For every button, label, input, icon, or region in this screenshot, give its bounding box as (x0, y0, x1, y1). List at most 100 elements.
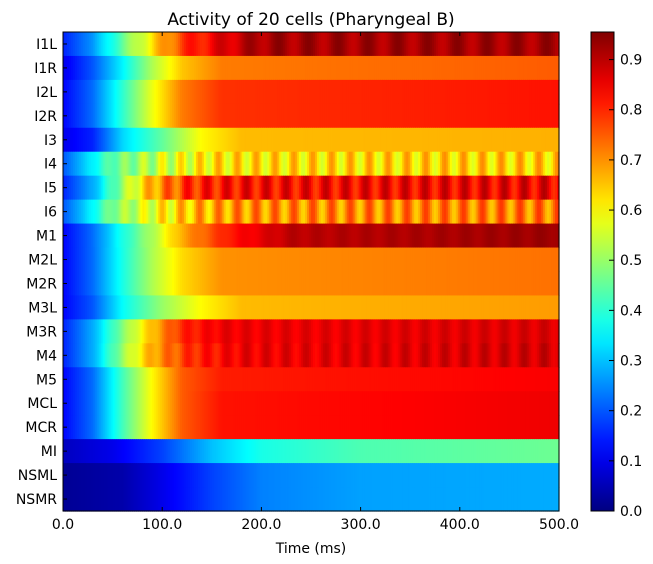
heatmap-cell (372, 127, 376, 153)
heatmap-cell (330, 55, 334, 81)
heatmap-cell (176, 223, 179, 249)
heatmap-cell (84, 271, 88, 297)
heatmap-cell (340, 32, 344, 57)
heatmap-cell (398, 175, 401, 201)
heatmap-cell (366, 55, 370, 81)
heatmap-cell (432, 295, 435, 320)
heatmap-cell (215, 223, 219, 249)
heatmap-cell (164, 343, 167, 368)
heatmap-cell (459, 439, 463, 464)
heatmap-cell (138, 439, 141, 464)
heatmap-cell (241, 463, 245, 488)
heatmap-cell (455, 343, 459, 368)
heatmap-cell (235, 439, 239, 464)
heatmap-cell (364, 463, 368, 488)
heatmap-cell (154, 487, 157, 512)
heatmap-cell (370, 32, 374, 57)
heatmap-cell (291, 415, 294, 440)
heatmap-cell (231, 247, 235, 273)
heatmap-cell (390, 151, 393, 177)
heatmap-cell (138, 343, 141, 368)
heatmap-cell (108, 367, 112, 392)
heatmap-cell (535, 439, 538, 464)
heatmap-cell (471, 271, 475, 297)
heatmap-cell (479, 199, 483, 225)
heatmap-cell (140, 319, 143, 344)
heatmap-cell (380, 127, 384, 153)
heatmap-cell (259, 127, 262, 153)
heatmap-cell (497, 151, 501, 177)
heatmap-cell (489, 343, 493, 368)
heatmap-cell (80, 391, 84, 416)
heatmap-cell (96, 367, 100, 392)
heatmap-cell (394, 32, 397, 57)
heatmap-cell (362, 439, 366, 464)
heatmap-cell (144, 199, 147, 225)
heatmap-cell (193, 127, 197, 153)
heatmap-cell (263, 343, 266, 368)
heatmap-cell (233, 175, 237, 201)
heatmap-cell (124, 415, 128, 440)
heatmap-cell (511, 55, 514, 81)
heatmap-cell (197, 391, 201, 416)
heatmap-cell (330, 319, 334, 344)
heatmap-cell (94, 295, 98, 320)
heatmap-cell (402, 103, 405, 129)
heatmap-cell (76, 103, 80, 129)
heatmap-cell (201, 103, 205, 129)
heatmap-cell (547, 103, 550, 129)
heatmap-cell (257, 103, 261, 129)
heatmap-cell (445, 391, 449, 416)
heatmap-cell (124, 79, 128, 105)
heatmap-cell (545, 271, 548, 297)
heatmap-cell (396, 127, 399, 153)
heatmap-cell (366, 199, 370, 225)
heatmap-cell (400, 295, 403, 320)
heatmap-cell (305, 343, 308, 368)
heatmap-cell (501, 223, 505, 249)
heatmap-cell (553, 463, 556, 488)
heatmap-cell (233, 151, 237, 177)
heatmap-cell (205, 127, 209, 153)
heatmap-cell (364, 415, 368, 440)
heatmap-cell (311, 32, 314, 57)
heatmap-cell (170, 79, 173, 105)
heatmap-cell (366, 151, 370, 177)
heatmap-cell (513, 32, 516, 57)
heatmap-cell (435, 367, 439, 392)
heatmap-cell (386, 439, 389, 464)
heatmap-cell (437, 151, 441, 177)
heatmap-cell (307, 391, 310, 416)
heatmap-cell (318, 271, 322, 297)
heatmap-cell (116, 415, 120, 440)
heatmap-cell (128, 127, 132, 153)
heatmap-cell (422, 463, 425, 488)
heatmap-cell (114, 223, 118, 249)
heatmap-cell (481, 271, 485, 297)
heatmap-cell (124, 199, 128, 225)
heatmap-cell (322, 343, 326, 368)
heatmap-cell (84, 151, 88, 177)
heatmap-cell (211, 103, 215, 129)
heatmap-cell (491, 55, 495, 81)
heatmap-cell (281, 223, 284, 249)
heatmap-cell (82, 247, 86, 273)
heatmap-cell (205, 55, 209, 81)
heatmap-cell (422, 103, 425, 129)
heatmap-cell (134, 415, 137, 440)
heatmap-cell (239, 223, 243, 249)
heatmap-cell (281, 103, 284, 129)
heatmap-cell (146, 103, 149, 129)
heatmap-cell (140, 151, 143, 177)
heatmap-cell (94, 79, 98, 105)
heatmap-cell (247, 247, 251, 273)
heatmap-cell (382, 103, 385, 129)
heatmap-cell (112, 175, 116, 201)
heatmap-cell (428, 55, 431, 81)
heatmap-cell (207, 127, 211, 153)
heatmap-cell (398, 199, 401, 225)
heatmap-cell (386, 151, 389, 177)
heatmap-cell (312, 439, 316, 464)
heatmap-cell (96, 55, 100, 81)
heatmap-cell (342, 79, 346, 105)
